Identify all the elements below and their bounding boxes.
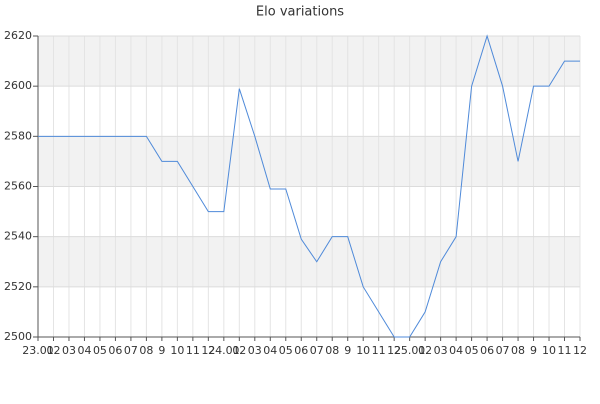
x-tick-label: 03 — [248, 344, 262, 357]
x-tick-label: 03 — [62, 344, 76, 357]
chart-title: Elo variations — [256, 5, 344, 20]
x-tick-label: 9 — [344, 344, 351, 357]
x-tick-label: 10 — [542, 344, 556, 357]
y-tick-label: 2500 — [4, 330, 32, 343]
x-tick-label: 05 — [465, 344, 479, 357]
x-tick-label: 02 — [46, 344, 60, 357]
y-tick-label: 2620 — [4, 29, 32, 42]
x-tick-label: 07 — [310, 344, 324, 357]
x-tick-label: 06 — [108, 344, 122, 357]
y-tick-label: 2600 — [4, 79, 32, 92]
x-tick-label: 05 — [93, 344, 107, 357]
x-tick-label: 10 — [170, 344, 184, 357]
x-tick-label: 9 — [530, 344, 537, 357]
x-tick-label: 03 — [434, 344, 448, 357]
x-tick-label: 11 — [372, 344, 386, 357]
x-tick-label: 11 — [558, 344, 572, 357]
x-tick-label: 24.01 — [208, 344, 240, 357]
x-tick-label: 25.01 — [394, 344, 426, 357]
grid-band — [38, 136, 580, 187]
x-tick-label: 12 — [387, 344, 401, 357]
x-tick-label: 02 — [232, 344, 246, 357]
x-tick-label: 9 — [158, 344, 165, 357]
y-tick-label: 2540 — [4, 230, 32, 243]
x-tick-label: 12 — [201, 344, 215, 357]
x-tick-label: 06 — [480, 344, 494, 357]
x-tick-label: 11 — [186, 344, 200, 357]
x-tick-label: 04 — [263, 344, 277, 357]
y-tick-label: 2580 — [4, 129, 32, 142]
x-tick-label: 04 — [77, 344, 91, 357]
x-tick-label: 23.01 — [22, 344, 54, 357]
x-tick-label: 06 — [294, 344, 308, 357]
x-tick-label: 08 — [325, 344, 339, 357]
line — [38, 34, 580, 338]
x-tick-label: 02 — [418, 344, 432, 357]
x-tick-label: 07 — [124, 344, 138, 357]
x-tick-label: 05 — [279, 344, 293, 357]
grid-band — [38, 36, 580, 87]
x-tick-label: 10 — [356, 344, 370, 357]
x-tick-label: 08 — [139, 344, 153, 357]
grid-band — [38, 236, 580, 287]
y-tick-label: 2560 — [4, 180, 32, 193]
x-tick-label: 12 — [573, 344, 587, 357]
x-tick-label: 08 — [511, 344, 525, 357]
y-tick-label: 2520 — [4, 280, 32, 293]
x-tick-label: 04 — [449, 344, 463, 357]
x-tick-label: 07 — [496, 344, 510, 357]
